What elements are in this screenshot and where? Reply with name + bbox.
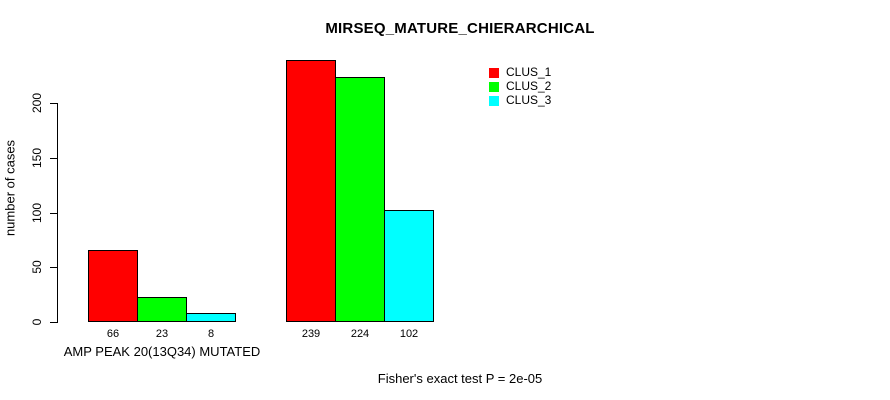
y-tick-label: 50 [30, 260, 44, 274]
bar-value-label: 8 [207, 328, 215, 340]
bar-clus_2-group1 [137, 297, 187, 322]
y-tick [50, 322, 57, 323]
y-axis-line [57, 103, 58, 323]
bar-value-label: 66 [106, 328, 120, 340]
y-tick [50, 213, 57, 214]
y-tick [50, 267, 57, 268]
legend: CLUS_1 CLUS_2 CLUS_3 [489, 66, 551, 108]
x-group-label: AMP PEAK 20(13Q34) MUTATED [63, 344, 261, 359]
bar-clus_3-group2 [384, 210, 434, 322]
bar-clus_1-group2 [286, 60, 336, 322]
bar-value-label: 224 [350, 328, 370, 340]
legend-swatch-clus_3 [489, 95, 499, 106]
legend-row: CLUS_1 [489, 66, 551, 79]
bar-clus_3-group1 [186, 313, 236, 322]
legend-label: CLUS_1 [506, 65, 552, 79]
legend-swatch-clus_2 [489, 81, 499, 92]
bar-value-label: 102 [399, 328, 419, 340]
y-tick [50, 103, 57, 104]
legend-label: CLUS_3 [506, 93, 552, 107]
y-tick-label: 200 [30, 92, 44, 114]
bar-clus_1-group1 [88, 250, 138, 322]
footer-annotation: Fisher's exact test P = 2e-05 [377, 371, 543, 386]
y-tick-label: 100 [30, 202, 44, 224]
y-tick [50, 158, 57, 159]
chart-title: MIRSEQ_MATURE_CHIERARCHICAL [325, 20, 595, 37]
legend-row: CLUS_3 [489, 94, 551, 107]
legend-swatch-clus_1 [489, 67, 499, 78]
y-axis-title: number of cases [2, 139, 18, 237]
y-tick-label: 0 [30, 318, 44, 326]
legend-label: CLUS_2 [506, 79, 552, 93]
bar-clus_2-group2 [335, 77, 385, 322]
bar-value-label: 23 [155, 328, 169, 340]
bar-value-label: 239 [301, 328, 321, 340]
y-tick-label: 150 [30, 147, 44, 169]
legend-row: CLUS_2 [489, 80, 551, 93]
